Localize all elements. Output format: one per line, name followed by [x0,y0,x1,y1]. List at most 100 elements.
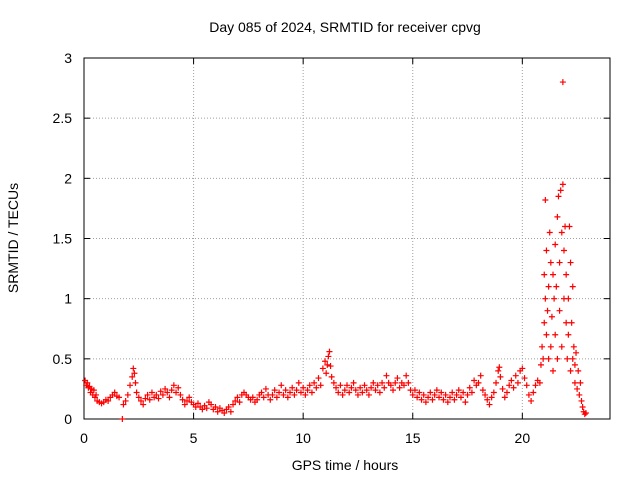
data-point [295,379,302,386]
data-point [271,387,278,394]
data-point [506,382,513,389]
data-point [327,363,334,370]
data-point [551,295,558,302]
data-point [484,396,491,403]
data-point [567,367,574,374]
data-point [85,384,92,391]
data-point [569,283,576,290]
data-point [422,399,429,406]
data-point [556,307,563,314]
data-point [276,389,283,396]
y-tick-label: 1.5 [53,231,73,247]
data-point [503,389,510,396]
data-point [576,391,583,398]
data-point [493,379,500,386]
data-point [162,385,169,392]
data-point [479,387,486,394]
data-point [427,389,434,396]
data-point [449,389,456,396]
data-point [370,379,377,386]
data-point [230,401,237,408]
data-point [335,389,342,396]
data-point [120,401,127,408]
data-point [510,384,517,391]
data-point [267,396,274,403]
data-point [173,389,180,396]
data-point [451,396,458,403]
data-point [341,387,348,394]
data-point [475,379,482,386]
data-point [499,385,506,392]
data-point [339,391,346,398]
data-point [133,389,140,396]
data-point [573,349,580,356]
y-tick-label: 2.5 [53,110,73,126]
data-point [328,373,335,380]
data-point [363,387,370,394]
data-point [354,391,361,398]
data-point [282,387,289,394]
y-axis-label: SRMTID / TECUs [5,183,21,293]
y-tick-label: 1 [64,291,72,307]
data-point [547,259,554,266]
data-point [208,401,215,408]
data-point [155,395,162,402]
data-point [142,395,149,402]
data-point [170,382,177,389]
data-point [405,379,412,386]
data-point [550,367,557,374]
data-point [521,375,528,382]
data-point [579,403,586,410]
data-point [416,389,423,396]
data-point [319,365,326,372]
data-point [567,259,574,266]
data-point [394,375,401,382]
data-point [203,405,210,412]
data-point [547,343,554,350]
data-point [403,372,410,379]
data-point [581,411,588,418]
data-point [297,389,304,396]
data-point [541,271,548,278]
data-point [159,391,166,398]
x-tick-label: 5 [190,430,198,446]
data-point [381,384,388,391]
data-point [225,403,232,410]
data-point [323,370,330,377]
data-point [346,389,353,396]
data-point [260,394,267,401]
data-point [137,397,144,404]
data-point [146,396,153,403]
data-point [304,387,311,394]
data-point [537,361,544,368]
data-point [392,379,399,386]
data-point [322,358,329,365]
data-point [543,331,550,338]
data-point [554,355,561,362]
data-point [289,384,296,391]
x-tick-label: 15 [405,430,421,446]
data-point [552,241,559,248]
data-point [199,406,206,413]
data-point [468,389,475,396]
data-point [269,391,276,398]
data-point [554,213,561,220]
data-point [559,79,566,86]
data-point [232,397,239,404]
data-point [234,394,241,401]
data-point [132,379,139,386]
data-point [311,379,318,386]
data-point [317,382,324,389]
data-point [577,379,584,386]
data-point [512,372,519,379]
data-point [496,364,503,371]
data-point [565,295,572,302]
data-point [348,384,355,391]
data-point [440,396,447,403]
data-point [420,391,427,398]
data-point [542,295,549,302]
chart-title: Day 085 of 2024, SRMTID for receiver cpv… [209,19,481,35]
data-point [482,391,489,398]
data-point [566,223,573,230]
data-point [457,394,464,401]
